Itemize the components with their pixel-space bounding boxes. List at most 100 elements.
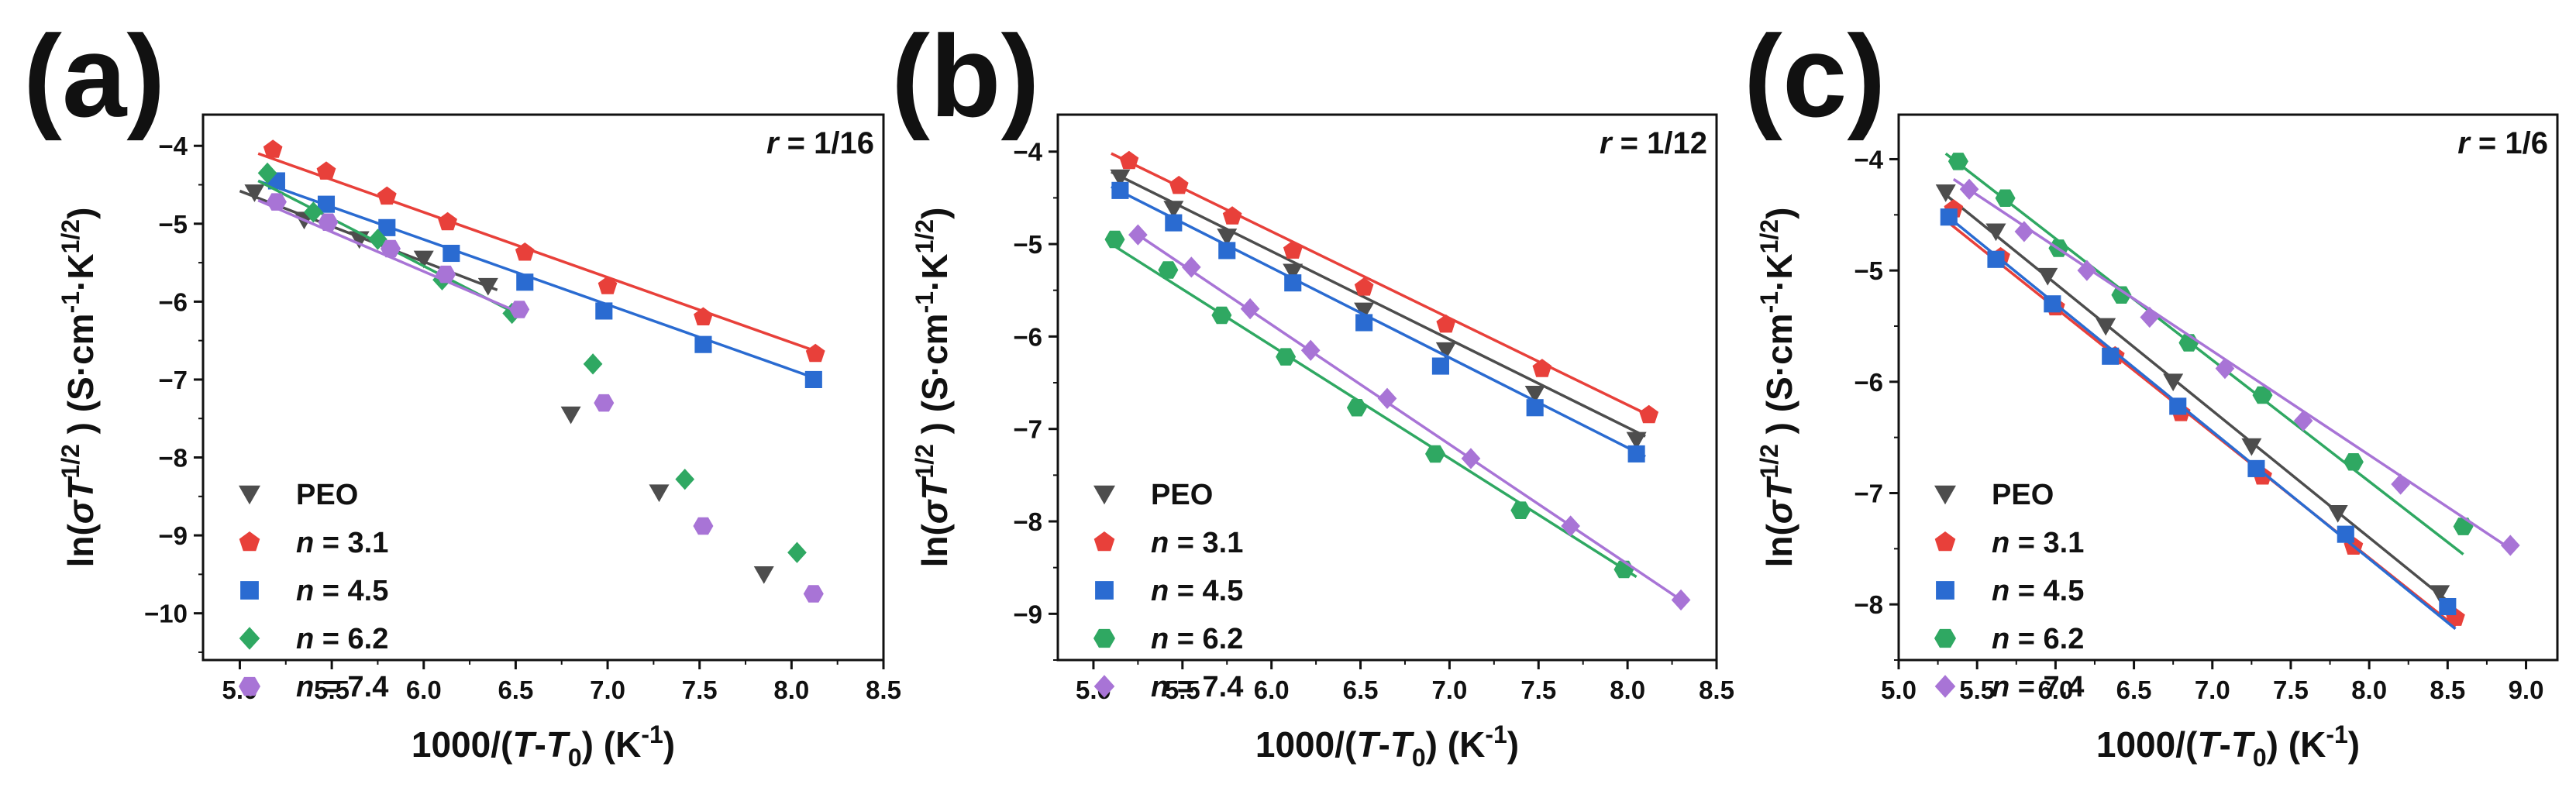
r-annotation: r = 1/12 (1600, 126, 1707, 160)
data-point (1110, 169, 1131, 187)
legend-marker (1093, 675, 1115, 698)
data-point (378, 218, 396, 236)
series (1104, 230, 1638, 579)
panel-b: (b)5.0 5.5 6.0 6.5 7.0 7.5 8.0 8.5−4−5−6−7−8−9r… (891, 11, 1734, 772)
data-point (436, 265, 456, 284)
fit-line (1110, 242, 1638, 579)
x-tick-label: 7.5 (2273, 676, 2309, 704)
data-point (1128, 224, 1148, 246)
data-point (1300, 339, 1321, 361)
legend-label: n = 6.2 (296, 623, 388, 655)
x-tick-label: 7.0 (590, 676, 625, 704)
data-point (2337, 525, 2354, 543)
data-point (304, 201, 323, 223)
x-tick-label: 9.0 (2509, 676, 2544, 704)
legend-label: n = 3.1 (1992, 527, 2084, 559)
data-point (1240, 297, 1260, 320)
y-tick-label: −6 (158, 287, 188, 316)
panel-label: (a) (23, 11, 165, 141)
data-point (1211, 306, 1232, 325)
data-point (443, 244, 460, 263)
series (1944, 199, 2465, 628)
data-point (1158, 261, 1179, 279)
data-point (266, 193, 287, 211)
data-point (438, 211, 457, 231)
series (257, 172, 822, 388)
y-tick-label: −7 (158, 366, 188, 394)
data-point (1995, 189, 2016, 207)
legend-marker (239, 627, 260, 650)
data-point (1163, 201, 1184, 219)
data-point (2252, 386, 2273, 404)
data-point (1217, 229, 1238, 246)
data-point (2077, 260, 2097, 281)
data-point (317, 195, 336, 213)
data-point (2037, 267, 2058, 286)
data-point (675, 469, 695, 490)
data-point (509, 301, 530, 318)
data-point (2391, 473, 2410, 495)
y-tick-label: −10 (144, 600, 188, 628)
data-point (1935, 184, 1956, 202)
data-point (693, 517, 714, 535)
y-tick-label: −6 (1013, 322, 1042, 351)
data-point (1987, 250, 2005, 268)
y-tick-label: −7 (1854, 479, 1883, 507)
y-tick-label: −7 (1013, 415, 1042, 444)
data-point (1532, 359, 1552, 377)
x-axis-title: 1000/(T-T0) (K-1) (412, 720, 675, 772)
panel-a: (a)5.0 5.5 6.0 6.5 7.0 7.5 8.0 8.5−4−5−6−7−8−9−… (23, 11, 901, 772)
y-axis-title: ln(σT1/2 ) (S·cm-1·K1/2) (57, 208, 101, 568)
y-tick-label: −5 (158, 210, 188, 239)
data-point (594, 394, 615, 412)
series (239, 184, 774, 584)
x-tick-label: 6.5 (2116, 676, 2152, 704)
data-point (2096, 318, 2116, 336)
data-point (1222, 206, 1242, 225)
legend-marker (239, 485, 260, 505)
legend-label: n = 6.2 (1992, 623, 2084, 655)
data-point (583, 353, 603, 375)
legend-marker (1934, 628, 1956, 648)
data-point (2215, 357, 2235, 380)
data-point (1561, 515, 1580, 537)
x-tick-label: 7.0 (2195, 676, 2230, 704)
legend-label: n = 3.1 (1151, 527, 1243, 559)
x-tick-label: 7.5 (1520, 676, 1556, 704)
data-point (1436, 314, 1456, 333)
x-tick-label: 8.5 (866, 676, 901, 704)
data-point (560, 406, 581, 425)
legend-label: n = 7.4 (296, 671, 388, 703)
series (257, 193, 824, 603)
fit-line (1952, 177, 2512, 550)
x-tick-label: 8.0 (773, 676, 809, 704)
legend-label: n = 3.1 (296, 527, 388, 559)
data-point (1671, 589, 1691, 611)
x-tick-label: 8.5 (1699, 676, 1734, 704)
data-point (477, 277, 498, 296)
legend-marker (1934, 485, 1956, 505)
legend-marker (1093, 485, 1115, 505)
data-point (2439, 597, 2457, 616)
data-point (1354, 277, 1374, 296)
data-point (1276, 348, 1297, 366)
legend-marker (1936, 581, 1954, 600)
r-annotation: r = 1/16 (766, 126, 874, 160)
data-point (2343, 453, 2364, 471)
legend-label: n = 4.5 (1992, 575, 2084, 607)
data-point (1377, 387, 1397, 409)
y-tick-label: −4 (1013, 138, 1042, 167)
data-point (1959, 178, 1979, 200)
data-point (1626, 432, 1647, 450)
panel-c: (c) 5.0 5.5 6.0 6.5 7.0 7.5 8.0 8.5 9.0 −4 −5 −6 −7 −8… (1744, 11, 2559, 772)
data-point (803, 585, 824, 603)
plot-frame (1897, 113, 2559, 662)
data-point (1526, 399, 1544, 417)
series (1952, 177, 2520, 556)
x-tick-label: 6.0 (2037, 676, 2073, 704)
data-point (1947, 153, 1968, 170)
fit-line (1111, 152, 1655, 419)
r-annotation: r = 1/6 (2457, 126, 2548, 160)
series (257, 139, 825, 363)
